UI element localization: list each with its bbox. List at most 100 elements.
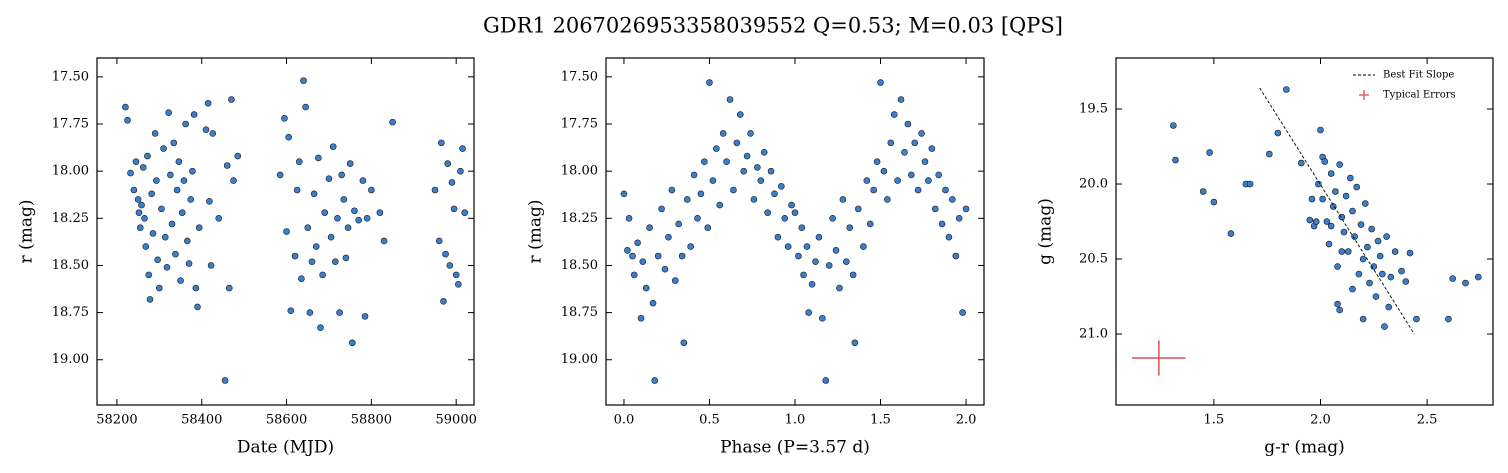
- point: [1374, 237, 1382, 245]
- point: [455, 281, 462, 288]
- point: [1372, 293, 1380, 300]
- point: [918, 130, 925, 137]
- point: [1315, 180, 1322, 188]
- point: [308, 258, 316, 265]
- point: [151, 130, 159, 137]
- point: [1334, 263, 1341, 270]
- point: [310, 190, 318, 198]
- point: [634, 239, 641, 247]
- point: [1391, 248, 1399, 255]
- point: [1325, 240, 1333, 248]
- point: [795, 252, 802, 260]
- point: [172, 250, 179, 258]
- point: [223, 162, 231, 169]
- point: [1342, 192, 1350, 200]
- point: [332, 258, 339, 265]
- point: [750, 196, 758, 203]
- point: [283, 228, 290, 235]
- point: [945, 233, 953, 241]
- point: [178, 209, 186, 216]
- plot-frame: [1115, 57, 1494, 406]
- point: [736, 111, 744, 118]
- point: [132, 158, 140, 166]
- point: [1306, 216, 1314, 224]
- point: [860, 243, 867, 250]
- point: [1206, 149, 1213, 156]
- point: [1474, 273, 1482, 281]
- y-axis-label: g (mag): [1036, 198, 1056, 265]
- point: [442, 250, 449, 258]
- y-tick-label: 18.50: [52, 258, 89, 273]
- point: [832, 247, 840, 254]
- point: [136, 224, 144, 232]
- x-tick-label: 2.0: [956, 413, 977, 428]
- point: [687, 243, 694, 250]
- point: [798, 224, 806, 232]
- point: [1349, 207, 1356, 215]
- point: [173, 186, 181, 194]
- point: [359, 177, 367, 184]
- y-tick-label: 17.50: [52, 69, 89, 84]
- point: [709, 177, 717, 184]
- point: [281, 115, 288, 122]
- point: [1364, 243, 1371, 251]
- point: [935, 171, 942, 179]
- point: [206, 198, 213, 205]
- point: [1357, 221, 1365, 228]
- point: [158, 205, 165, 213]
- point: [690, 171, 698, 179]
- legend-label: Typical Errors: [1383, 90, 1456, 101]
- point: [361, 313, 369, 320]
- point: [819, 314, 826, 322]
- point: [911, 139, 919, 147]
- point: [774, 233, 782, 241]
- point: [1355, 270, 1363, 278]
- point: [141, 214, 148, 222]
- point: [1366, 279, 1373, 287]
- point: [949, 196, 956, 203]
- y-axis-label: r (mag): [526, 200, 546, 264]
- point: [880, 167, 888, 175]
- point: [1402, 278, 1410, 285]
- point: [221, 377, 229, 384]
- point: [624, 247, 631, 254]
- point: [851, 339, 859, 347]
- y-tick-label: 17.50: [561, 69, 598, 84]
- point: [863, 177, 871, 184]
- point: [144, 152, 151, 160]
- point: [380, 237, 388, 245]
- point: [908, 171, 915, 179]
- point: [226, 284, 233, 292]
- point: [190, 111, 198, 118]
- point: [293, 186, 301, 194]
- point: [942, 186, 949, 194]
- point: [661, 265, 669, 273]
- y-tick-label: 18.75: [52, 305, 89, 320]
- x-axis-label: Phase (P=3.57 d): [720, 438, 870, 458]
- point: [215, 214, 223, 222]
- point: [743, 152, 751, 160]
- point: [189, 167, 196, 175]
- point: [1462, 279, 1469, 287]
- point: [1336, 161, 1343, 168]
- point: [165, 109, 172, 116]
- point: [866, 220, 874, 228]
- point: [170, 139, 178, 147]
- point: [952, 252, 960, 260]
- point: [938, 220, 946, 228]
- point: [784, 243, 792, 250]
- point: [184, 237, 191, 245]
- point: [1334, 300, 1341, 308]
- point: [202, 126, 210, 133]
- x-tick-label: 1.0: [785, 413, 806, 428]
- point: [651, 377, 659, 384]
- point: [440, 297, 447, 305]
- point: [730, 186, 737, 194]
- y-tick-label: 18.00: [52, 164, 89, 179]
- point: [719, 130, 727, 137]
- point: [928, 145, 936, 152]
- point: [317, 324, 324, 331]
- point: [334, 214, 341, 222]
- point: [1381, 323, 1388, 330]
- point: [312, 243, 320, 250]
